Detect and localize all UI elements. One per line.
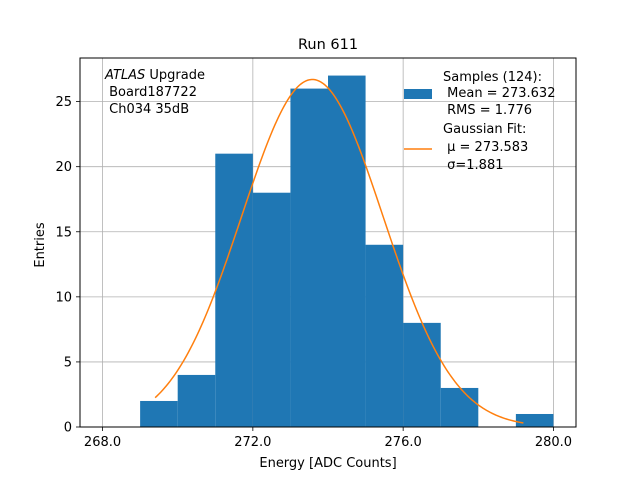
x-tick-label: 272.0	[234, 435, 271, 450]
gaussian-fit	[154, 78, 524, 424]
histogram-bar	[215, 153, 253, 427]
annotation-line-1: ATLAS Upgrade	[104, 68, 205, 83]
axis-ticks: 268.0 272.0 276.0 280.0 0 5 10 15 20 25	[55, 95, 572, 450]
histogram-bar	[252, 192, 291, 427]
histogram-bar	[290, 88, 328, 427]
axes-frame	[79, 57, 577, 428]
y-tick-label: 5	[64, 355, 72, 370]
x-tick-label: 268.0	[84, 435, 121, 450]
atlas-annotation: ATLAS Upgrade Board187722 Ch034 35dB	[104, 68, 205, 117]
y-tick-label: 15	[55, 225, 72, 240]
y-tick-label: 20	[55, 160, 72, 175]
legend-samples-rms: RMS = 1.776	[443, 103, 532, 118]
legend: Samples (124): Mean = 273.632 RMS = 1.77…	[404, 70, 555, 173]
histogram-bar	[140, 400, 178, 427]
y-tick-label: 0	[64, 421, 72, 436]
histogram-bar	[328, 75, 366, 428]
annotation-line-2: Board187722	[105, 85, 197, 100]
x-axis-label: Energy [ADC Counts]	[259, 456, 396, 471]
legend-fit-title: Gaussian Fit:	[443, 122, 526, 137]
histogram-bar	[403, 322, 441, 427]
legend-fit-mu: μ = 273.583	[443, 140, 528, 155]
x-tick-label: 276.0	[385, 435, 422, 450]
histogram-bar	[177, 374, 216, 427]
histogram-bar	[365, 244, 404, 427]
histogram-bar	[440, 387, 479, 427]
legend-samples-swatch	[404, 89, 432, 99]
x-tick-label: 280.0	[535, 435, 572, 450]
legend-samples-title: Samples (124):	[443, 70, 542, 85]
histogram-bars	[140, 75, 554, 428]
chart-title: Run 611	[298, 37, 358, 53]
annotation-line-3: Ch034 35dB	[105, 102, 189, 117]
legend-samples-mean: Mean = 273.632	[443, 86, 555, 101]
y-axis-label: Entries	[33, 222, 48, 268]
histogram-bar	[515, 413, 554, 427]
y-tick-label: 10	[55, 290, 72, 305]
legend-fit-sigma: σ=1.881	[443, 158, 503, 173]
y-tick-label: 25	[55, 95, 72, 110]
gaussian-fit-curve	[154, 78, 524, 424]
